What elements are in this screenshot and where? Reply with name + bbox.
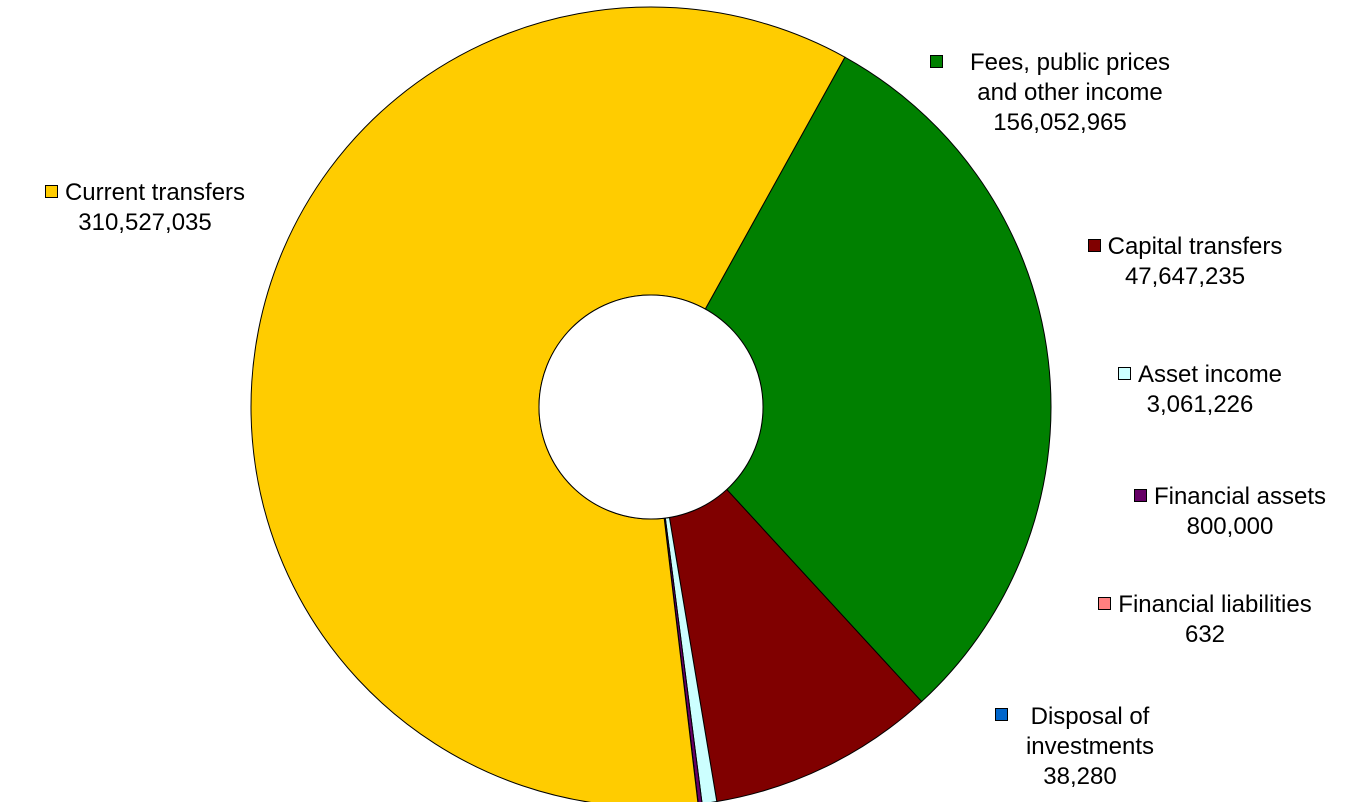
slice-label-financial-liabilities: Financial liabilities [1118,591,1312,618]
legend-swatch-current [44,185,58,198]
slice-label-capital: Capital transfers [1107,233,1283,260]
legend-swatch-financial-liabilities [1098,597,1112,610]
slice-value-current: 310,527,035 [78,209,212,236]
legend-swatch-financial-assets [1133,489,1147,502]
label-disposal: Disposal of investments 38,280 [975,702,1185,792]
slice-label-asset-income: Asset income [1137,361,1283,388]
label-financial-assets: Financial assets 800,000 [1105,482,1355,542]
legend-swatch-disposal [995,708,1008,721]
donut-hole [538,294,764,520]
slice-label-financial-assets: Financial assets [1153,483,1327,510]
label-fees: Fees, public prices and other income 156… [915,48,1205,138]
slice-label-fees: Fees, public prices and other income [969,49,1171,106]
slice-value-financial-assets: 800,000 [1186,513,1274,540]
label-financial-liabilities: Financial liabilities 632 [1060,590,1350,650]
slice-label-current: Current transfers [64,179,246,206]
slice-value-fees: 156,052,965 [993,109,1127,136]
slice-value-asset-income: 3,061,226 [1146,391,1254,418]
label-asset-income: Asset income 3,061,226 [1090,360,1310,420]
slice-label-disposal: Disposal of investments [1025,703,1155,760]
legend-swatch-fees [930,55,943,68]
slice-value-capital: 47,647,235 [1124,263,1246,290]
label-capital: Capital transfers 47,647,235 [1060,232,1310,292]
slice-value-disposal: 38,280 [1043,763,1117,790]
legend-swatch-capital [1087,239,1101,252]
legend-swatch-asset-income [1117,367,1131,380]
slice-value-financial-liabilities: 632 [1184,621,1226,648]
label-current: Current transfers 310,527,035 [0,178,290,238]
